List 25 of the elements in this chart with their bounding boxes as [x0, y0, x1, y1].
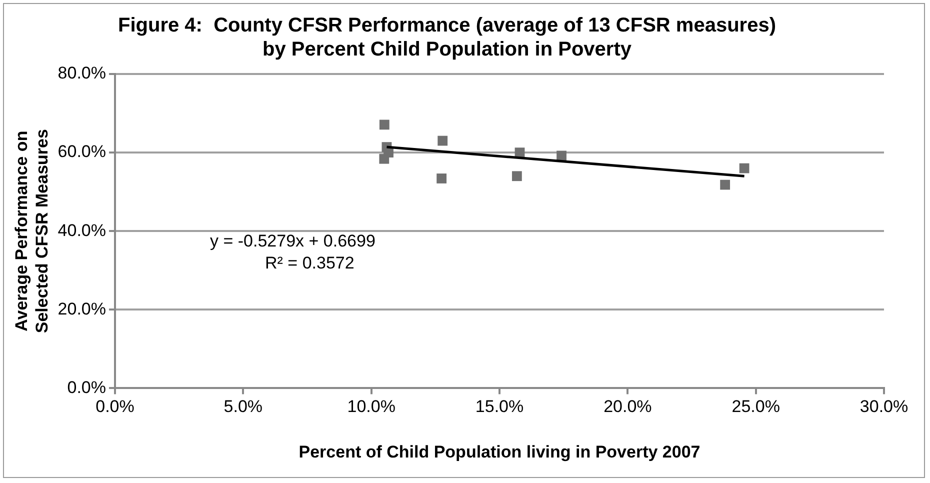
point — [379, 154, 390, 164]
annotation: y = -0.5279x + 0.6699 — [210, 232, 376, 251]
x-tick-label: 25.0% — [732, 397, 780, 416]
y-tick-label: 40.0% — [58, 220, 106, 240]
y-tick-label: 0.0% — [67, 378, 106, 397]
point — [556, 150, 566, 161]
y-axis-title: Average Performance on Selected CFSR Measures — [12, 129, 52, 334]
point — [379, 120, 390, 130]
y-tick-label: 80.0% — [58, 64, 106, 83]
annotation: R² = 0.3572 — [265, 254, 354, 273]
chart-title: Figure 4: County CFSR Performance (average of 13 CFSR measures) by Percent Child Population in Poverty — [118, 14, 776, 61]
x-tick-label: 30.0% — [860, 397, 908, 416]
y-tick-label: 60.0% — [58, 142, 106, 162]
x-tick-label: 15.0% — [475, 397, 524, 416]
x-tick-label: 10.0% — [347, 397, 396, 416]
point — [512, 171, 522, 182]
point — [739, 163, 750, 174]
point — [438, 136, 448, 146]
point — [436, 174, 447, 184]
x-tick-label: 0.0% — [96, 397, 134, 416]
point — [720, 180, 730, 190]
x-tick-label: 20.0% — [604, 397, 652, 416]
x-axis-title: Percent of Child Population living in Poverty 2007 — [298, 442, 700, 462]
y-tick-label: 20.0% — [58, 299, 106, 318]
x-tick-label: 5.0% — [224, 397, 263, 416]
